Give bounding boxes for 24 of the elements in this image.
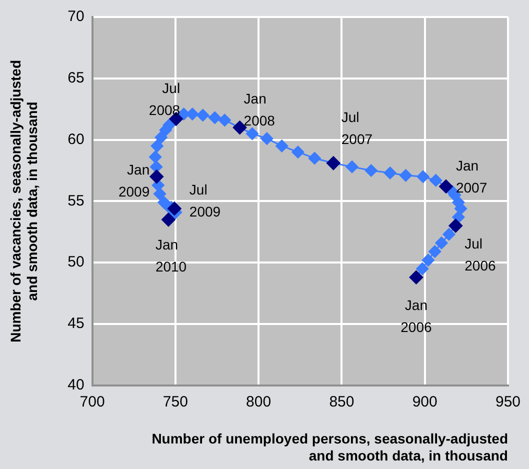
- annotation: Jan 2006: [400, 297, 432, 336]
- x-tick-label: 700: [80, 394, 105, 411]
- annotation: Jul 2009: [189, 181, 221, 220]
- annotation: Jan 2008: [244, 90, 276, 128]
- y-tick-label: 50: [68, 254, 84, 271]
- annotation: Jul 2008: [148, 80, 180, 118]
- x-tick-label: 800: [246, 394, 272, 411]
- x-tick-label: 950: [495, 394, 521, 411]
- y-tick-label: 55: [68, 192, 84, 210]
- x-tick-label: 750: [162, 394, 188, 411]
- y-axis-title: Number of vacancies, seasonally-adjusted and smooth data, in thousand: [7, 60, 40, 342]
- annotation: Jan 2010: [155, 236, 187, 274]
- x-tick-label: 850: [329, 394, 354, 411]
- y-tick-label: 45: [68, 315, 84, 332]
- annotation: Jul 2007: [341, 108, 373, 147]
- annotation: Jul 2006: [464, 236, 496, 274]
- x-axis-title: Number of unemployed persons, seasonally-adjusted and smooth data, in thousand: [152, 430, 508, 464]
- annotation: Jan 2009: [118, 162, 150, 200]
- y-tick-label: 40: [68, 376, 84, 394]
- y-tick-label: 60: [68, 130, 84, 148]
- x-tick-label: 900: [412, 394, 438, 411]
- annotation: Jan 2007: [456, 157, 488, 196]
- y-tick-label: 65: [68, 70, 84, 87]
- y-tick-label: 70: [68, 8, 84, 26]
